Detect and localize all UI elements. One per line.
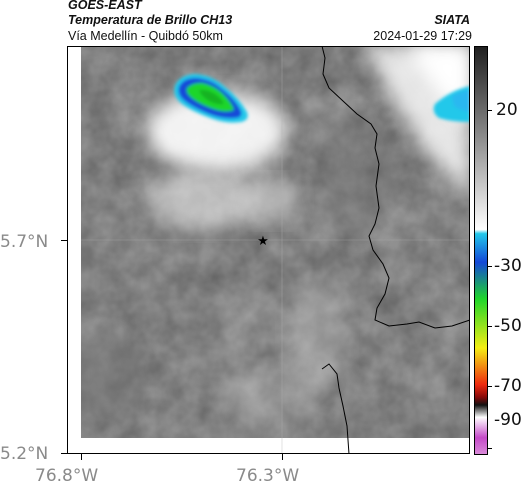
boundary-line — [321, 46, 470, 329]
datetime-label: 2024-01-29 17:29 — [373, 29, 472, 43]
product-title: Temperatura de Brillo CH13 — [68, 13, 233, 27]
colorbar-tick — [487, 386, 492, 387]
map-frame-border — [67, 46, 470, 454]
colorbar-label-20: 20 — [496, 100, 518, 120]
lat-label-5.7: 5.7°N — [0, 232, 49, 252]
lat-label-5.2: 5.2°N — [0, 444, 49, 464]
colorbar-label-minus50: -50 — [494, 316, 522, 336]
route-subtitle: Vía Medellín - Quibdó 50km — [68, 29, 223, 43]
colorbar-tick — [487, 326, 492, 327]
brightness-temperature-map: ★ — [67, 46, 470, 454]
colorbar-label-minus30: -30 — [494, 256, 522, 276]
colorbar-tick — [487, 266, 492, 267]
lat-tick-mark — [61, 240, 67, 241]
imagery-layer — [81, 46, 470, 438]
convective-cell-east — [433, 86, 470, 122]
lon-tick-mark — [282, 454, 283, 460]
temperature-colorbar — [474, 46, 487, 454]
colorbar-tick — [487, 110, 492, 111]
colorbar-label-minus90: -90 — [494, 410, 522, 430]
colorbar-border — [474, 46, 488, 455]
star-icon: ★ — [257, 234, 269, 249]
colorbar-tick — [487, 448, 492, 449]
lon-tick-mark — [81, 454, 82, 460]
lat-tick-mark — [61, 453, 67, 454]
convective-cell-west — [174, 74, 248, 123]
agency-label: SIATA — [434, 13, 470, 27]
lon-label-76.8: 76.8°W — [35, 466, 99, 486]
satellite-title: GOES-EAST — [68, 0, 142, 12]
colorbar-label-minus70: -70 — [494, 376, 522, 396]
lon-label-76.3: 76.3°W — [236, 466, 300, 486]
boundary-line-south — [321, 363, 350, 454]
